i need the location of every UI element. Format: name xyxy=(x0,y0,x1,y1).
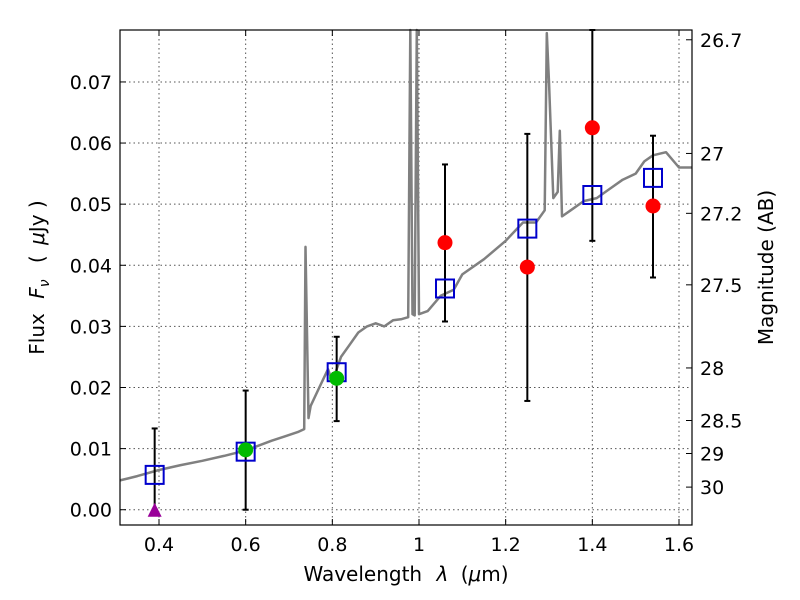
y-tick-label: 0.01 xyxy=(70,439,112,461)
x-tick-label: 1.2 xyxy=(491,534,521,556)
magnitude-tick-label: 30 xyxy=(700,477,724,499)
y-axis-nu: ν xyxy=(37,279,53,287)
magnitude-tick-label: 29 xyxy=(700,444,724,466)
model-photometry-square xyxy=(517,218,538,239)
optical-detection-point xyxy=(329,370,345,386)
grid xyxy=(120,30,692,525)
magnitude-tick-label: 27.5 xyxy=(700,275,742,297)
y-tick-label: 0.06 xyxy=(70,133,112,155)
x-axis-unit-open: ( xyxy=(461,562,469,586)
optical-detection-point xyxy=(238,442,254,458)
model-spectrum xyxy=(119,28,692,482)
magnitude-tick-label: 26.7 xyxy=(700,30,742,52)
x-axis-lambda: λ xyxy=(435,562,448,586)
plot-frame xyxy=(119,29,693,526)
magnitude-tick-label: 28 xyxy=(700,358,724,380)
y-tick-label: 0.00 xyxy=(70,500,112,522)
x-tick-label: 0.4 xyxy=(144,534,174,556)
y-tick-label: 0.03 xyxy=(70,316,112,338)
y-tick-label: 0.07 xyxy=(70,72,112,94)
model-photometry-square xyxy=(144,464,165,485)
magnitude-tick-label: 28.5 xyxy=(700,411,742,433)
x-tick-label: 1.4 xyxy=(577,534,607,556)
x-tick-label: 1 xyxy=(413,534,425,556)
y-axis-title: Flux Fν ( μJy ) xyxy=(25,200,54,354)
error-bars xyxy=(151,29,656,511)
y-tick-label: 0.02 xyxy=(70,378,112,400)
nearir-detection-point xyxy=(519,259,535,275)
x-tick-label: 0.6 xyxy=(231,534,261,556)
x-tick-label: 1.6 xyxy=(664,534,694,556)
model-photometry-square xyxy=(435,278,455,299)
nearir-detection-point xyxy=(437,235,453,251)
model-photometry-square xyxy=(643,167,663,188)
y-axis-unit-mu: μ xyxy=(25,232,49,246)
axis-ticks: 0.4 0.6 0.8 1 1.2 1.4 1.6 0.00 0.01 0.02 0.03 0.04 0… xyxy=(70,30,743,556)
data-markers xyxy=(144,120,663,517)
y-tick-label: 0.05 xyxy=(70,194,112,216)
magnitude-axis-title: Magnitude (AB) xyxy=(754,190,778,345)
nearir-detection-point xyxy=(645,198,661,214)
x-axis-unit-mu: μ xyxy=(468,562,482,586)
y-tick-label: 0.04 xyxy=(70,255,112,277)
x-axis-title-text: Wavelength xyxy=(303,562,422,586)
x-tick-label: 0.8 xyxy=(317,534,347,556)
x-axis-title: Wavelength λ (μm) xyxy=(303,562,508,586)
x-axis-unit-rest: m) xyxy=(481,562,508,586)
y-axis-title-text: Flux xyxy=(25,313,49,355)
model-spectrum-line xyxy=(119,28,692,482)
magnitude-tick-label: 27.2 xyxy=(700,203,742,225)
magnitude-tick-label: 27 xyxy=(700,143,724,165)
y-axis-unit-rest: Jy ) xyxy=(25,200,49,234)
y-axis-unit-open: ( xyxy=(25,255,49,263)
nearir-detection-point xyxy=(584,120,600,136)
nondetection-triangle xyxy=(147,502,162,517)
model-photometry-square xyxy=(582,185,603,205)
y-axis-f: F xyxy=(25,287,49,299)
